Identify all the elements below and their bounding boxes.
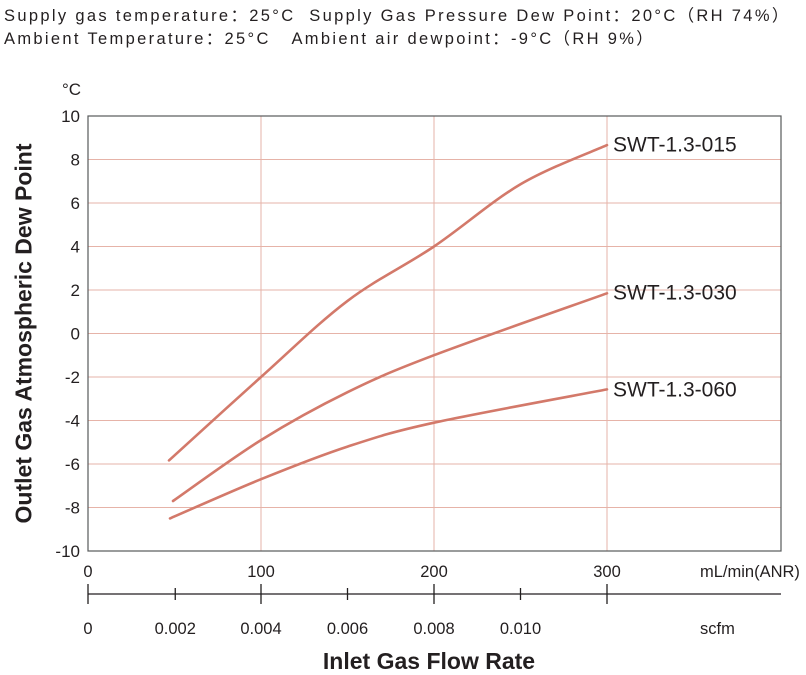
svg-text:4: 4: [71, 238, 80, 257]
svg-text:SWT-1.3-015: SWT-1.3-015: [613, 134, 737, 157]
svg-text:8: 8: [71, 151, 80, 170]
svg-text:mL/min(ANR): mL/min(ANR): [700, 563, 800, 581]
svg-text:0.010: 0.010: [500, 620, 541, 638]
svg-text:0: 0: [83, 620, 92, 638]
svg-text:10: 10: [61, 107, 80, 126]
svg-text:-2: -2: [65, 368, 80, 387]
svg-text:200: 200: [420, 563, 448, 581]
svg-text:100: 100: [247, 563, 275, 581]
svg-text:-6: -6: [65, 455, 80, 474]
svg-text:6: 6: [71, 194, 80, 213]
svg-text:0.008: 0.008: [413, 620, 454, 638]
svg-text:0.006: 0.006: [327, 620, 368, 638]
svg-text:-4: -4: [65, 412, 80, 431]
svg-text:0.002: 0.002: [155, 620, 196, 638]
svg-text:0.004: 0.004: [240, 620, 281, 638]
svg-text:0: 0: [83, 563, 92, 581]
svg-text:-8: -8: [65, 499, 80, 518]
svg-text:Inlet Gas Flow Rate: Inlet Gas Flow Rate: [323, 648, 535, 674]
svg-text:-10: -10: [55, 542, 80, 561]
svg-text:scfm: scfm: [700, 620, 735, 638]
svg-text:300: 300: [593, 563, 621, 581]
svg-text:2: 2: [71, 281, 80, 300]
svg-text:SWT-1.3-060: SWT-1.3-060: [613, 379, 737, 402]
svg-text:0: 0: [71, 325, 80, 344]
svg-text:SWT-1.3-030: SWT-1.3-030: [613, 282, 737, 305]
